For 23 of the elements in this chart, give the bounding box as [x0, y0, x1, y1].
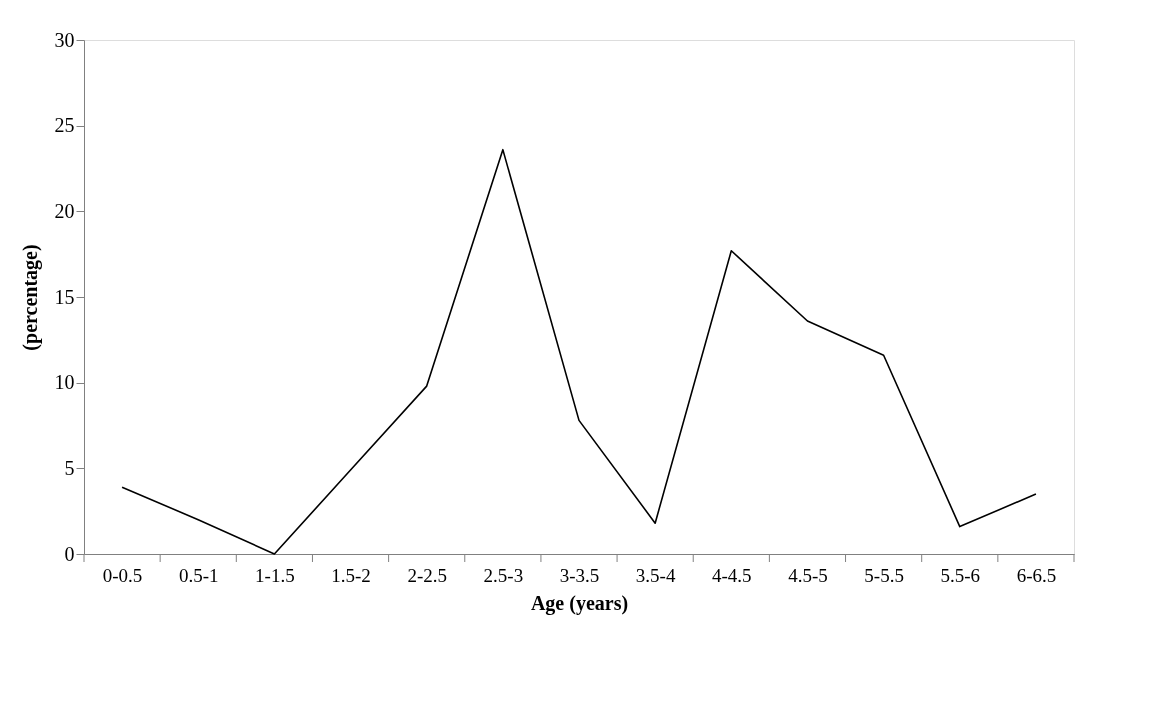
line-series — [121, 148, 1037, 555]
x-tick-label: 1-1.5 — [255, 564, 295, 586]
x-tick-label: 0.5-1 — [178, 564, 219, 586]
y-tick-label: 10 — [54, 371, 75, 394]
y-tick-label: 20 — [54, 199, 75, 222]
x-tick-label: 5-5.5 — [864, 564, 904, 586]
x-tick-label: 6-6.5 — [1016, 564, 1057, 586]
x-tick-label: 1.5-2 — [331, 564, 371, 586]
x-tick-label: 2.5-3 — [483, 564, 524, 586]
y-axis-title: (percentage) — [18, 244, 42, 351]
y-tick-label: 15 — [54, 285, 75, 308]
y-tick-label: 0 — [64, 542, 75, 565]
x-tick-label: 0-0.5 — [102, 564, 143, 586]
x-axis-title: Age (years) — [530, 591, 629, 615]
x-tick-label: 4-4.5 — [712, 564, 752, 586]
x-tick-label: 2-2.5 — [407, 564, 447, 586]
y-tick-label: 5 — [64, 456, 75, 479]
x-tick-label: 4.5-5 — [788, 564, 828, 586]
y-tick-label: 25 — [54, 114, 75, 137]
y-tick-label: 30 — [54, 28, 75, 51]
x-tick-label: 3-3.5 — [559, 564, 600, 586]
x-tick-label: 5.5-6 — [940, 564, 981, 586]
x-tick-label: 3.5-4 — [635, 564, 676, 586]
